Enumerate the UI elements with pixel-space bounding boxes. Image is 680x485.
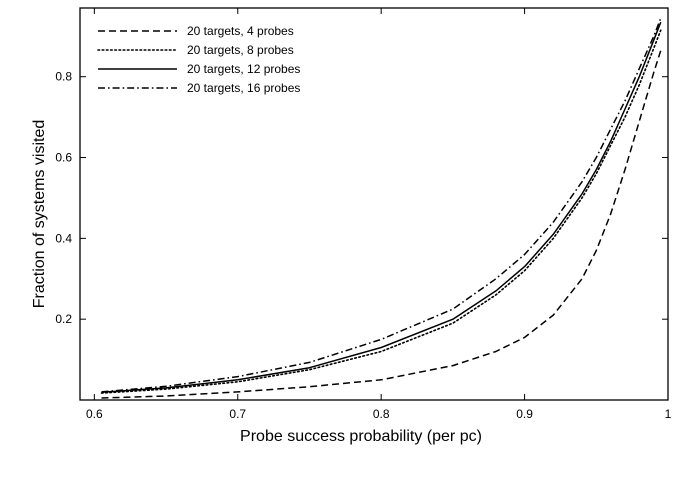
x-tick-label: 1 <box>665 407 672 421</box>
y-tick-label: 0.6 <box>55 151 72 165</box>
y-tick-label: 0.8 <box>55 70 72 84</box>
series-line-2 <box>100 29 662 394</box>
plot-frame <box>79 7 669 401</box>
x-tick-label: 0.7 <box>229 407 246 421</box>
legend-label: 20 targets, 8 probes <box>187 43 294 57</box>
series-line-1 <box>101 50 662 399</box>
x-tick-label: 0.9 <box>516 407 533 421</box>
series-line-3 <box>101 21 662 394</box>
y-tick-label: 0.2 <box>55 312 72 326</box>
x-axis-label: Probe success probability (per pc) <box>240 428 482 445</box>
legend-label: 20 targets, 16 probes <box>187 81 300 95</box>
legend-label: 20 targets, 12 probes <box>187 62 300 76</box>
x-tick-label: 0.8 <box>373 407 390 421</box>
y-tick-label: 0.4 <box>55 231 72 245</box>
y-axis-label: Fraction of systems visited <box>31 120 48 309</box>
x-tick-label: 0.6 <box>86 407 103 421</box>
legend-label: 20 targets, 4 probes <box>187 24 294 38</box>
